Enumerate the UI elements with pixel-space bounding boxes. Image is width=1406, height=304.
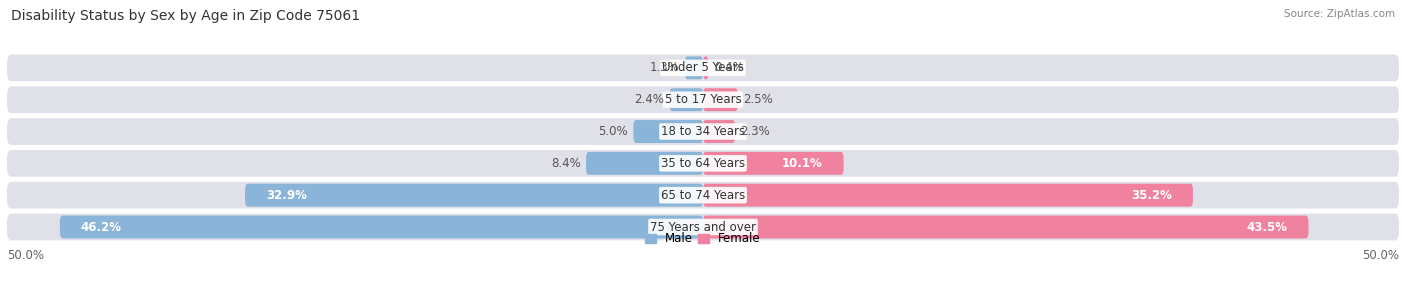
Legend: Male, Female: Male, Female <box>645 233 761 245</box>
Text: 75 Years and over: 75 Years and over <box>650 220 756 233</box>
Text: Disability Status by Sex by Age in Zip Code 75061: Disability Status by Sex by Age in Zip C… <box>11 9 360 23</box>
Text: Under 5 Years: Under 5 Years <box>662 61 744 74</box>
Text: 8.4%: 8.4% <box>551 157 581 170</box>
Text: 2.4%: 2.4% <box>634 93 664 106</box>
Text: 2.5%: 2.5% <box>744 93 773 106</box>
FancyBboxPatch shape <box>703 57 709 79</box>
FancyBboxPatch shape <box>7 182 1399 209</box>
FancyBboxPatch shape <box>7 86 1399 113</box>
FancyBboxPatch shape <box>586 152 703 175</box>
FancyBboxPatch shape <box>7 54 1399 81</box>
Text: 65 to 74 Years: 65 to 74 Years <box>661 189 745 202</box>
FancyBboxPatch shape <box>685 57 703 79</box>
FancyBboxPatch shape <box>7 150 1399 177</box>
FancyBboxPatch shape <box>633 120 703 143</box>
Text: Source: ZipAtlas.com: Source: ZipAtlas.com <box>1284 9 1395 19</box>
Text: 0.4%: 0.4% <box>714 61 744 74</box>
FancyBboxPatch shape <box>7 118 1399 145</box>
Text: 5 to 17 Years: 5 to 17 Years <box>665 93 741 106</box>
Text: 50.0%: 50.0% <box>7 249 44 262</box>
Text: 1.3%: 1.3% <box>650 61 679 74</box>
Text: 18 to 34 Years: 18 to 34 Years <box>661 125 745 138</box>
FancyBboxPatch shape <box>7 214 1399 240</box>
Text: 2.3%: 2.3% <box>741 125 770 138</box>
Text: 32.9%: 32.9% <box>266 189 307 202</box>
Text: 10.1%: 10.1% <box>782 157 823 170</box>
Text: 35.2%: 35.2% <box>1132 189 1173 202</box>
Text: 43.5%: 43.5% <box>1247 220 1288 233</box>
FancyBboxPatch shape <box>703 216 1309 238</box>
FancyBboxPatch shape <box>703 152 844 175</box>
FancyBboxPatch shape <box>703 88 738 111</box>
FancyBboxPatch shape <box>669 88 703 111</box>
Text: 46.2%: 46.2% <box>80 220 122 233</box>
FancyBboxPatch shape <box>703 184 1192 207</box>
FancyBboxPatch shape <box>703 120 735 143</box>
Text: 35 to 64 Years: 35 to 64 Years <box>661 157 745 170</box>
FancyBboxPatch shape <box>60 216 703 238</box>
Text: 5.0%: 5.0% <box>598 125 628 138</box>
FancyBboxPatch shape <box>245 184 703 207</box>
Text: 50.0%: 50.0% <box>1362 249 1399 262</box>
